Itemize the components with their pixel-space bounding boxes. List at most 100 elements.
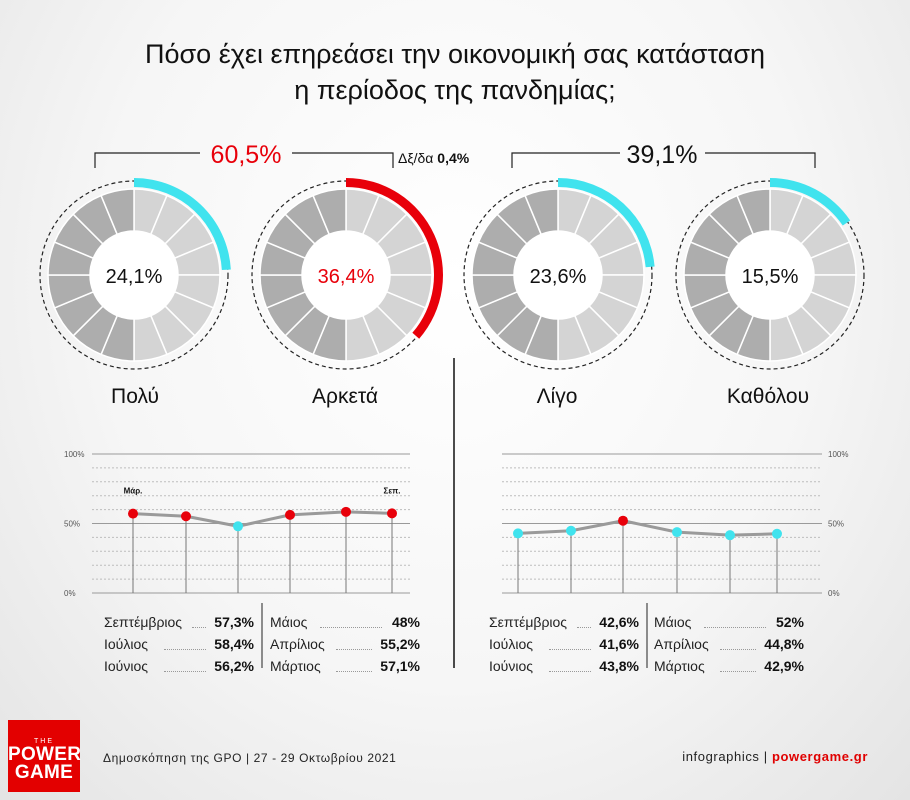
row-value: 57,1% <box>380 658 420 674</box>
row-leader <box>720 671 756 672</box>
donut-hole <box>726 231 814 319</box>
category-label-katholou: Καθόλου <box>726 385 810 408</box>
donut-hole <box>514 231 602 319</box>
row-label: Ιούνιος <box>489 658 533 674</box>
data-point <box>181 511 191 522</box>
data-point <box>566 525 576 536</box>
footer-credit-prefix: infographics | <box>682 749 772 764</box>
series-line <box>517 519 778 537</box>
annotation-first: Μάρ. <box>124 487 143 496</box>
page-title: Πόσο έχει επηρεάσει την οικονομική σας κ… <box>0 36 910 108</box>
row-label: Ιούλιος <box>104 636 148 652</box>
donut-hole <box>90 231 178 319</box>
logo-game: GAME <box>14 762 74 783</box>
row-value: 41,6% <box>599 636 639 652</box>
table-row: Ιούλιος 41,6% <box>489 634 639 654</box>
data-point <box>772 528 782 539</box>
donut-value-label: 36,4% <box>318 266 375 288</box>
donut-1: 24,1% <box>39 178 231 370</box>
series-line <box>132 510 393 528</box>
footer-site-link[interactable]: powergame.gr <box>771 749 868 764</box>
category-label-polu: Πολύ <box>111 385 159 408</box>
row-leader <box>549 649 591 650</box>
donut-3: 23,6% <box>463 178 655 370</box>
table-row: Ιούνιος 56,2% <box>104 656 254 676</box>
y-tick-label-left: 50% <box>64 520 80 529</box>
row-leader <box>320 627 382 628</box>
table-row: Απρίλιος 55,2% <box>270 634 420 654</box>
data-point <box>725 530 735 541</box>
row-label: Απρίλιος <box>270 636 325 652</box>
footer-credit: infographics | powergame.gr <box>682 749 868 764</box>
logo-power: POWER <box>8 744 82 765</box>
donut-value-label: 15,5% <box>742 266 799 288</box>
donut-value-arc <box>134 178 231 271</box>
group-positive-label: 60,5% <box>211 141 282 169</box>
donut-charts: 24,1% 36,4% 23,6% 15,5% <box>39 178 865 370</box>
y-tick-label-right: 100% <box>828 450 848 459</box>
table-row: Απρίλιος 44,8% <box>654 634 804 654</box>
group-negative-label: 39,1% <box>627 141 698 169</box>
row-label: Ιούλιος <box>489 636 533 652</box>
bracket-negative-right <box>705 152 816 168</box>
annotation-last: Σεπ. <box>384 486 401 495</box>
row-value: 58,4% <box>214 636 254 652</box>
table-row: Σεπτέμβριος 57,3% <box>104 612 254 632</box>
data-point <box>128 508 138 519</box>
trend-chart-1: Μάρ. Σεπ. <box>124 486 401 593</box>
row-leader <box>704 627 766 628</box>
title-line-1: Πόσο έχει επηρεάσει την οικονομική σας κ… <box>145 39 765 69</box>
row-value: 42,6% <box>599 614 639 630</box>
data-point <box>285 509 295 520</box>
trend-chart-2 <box>513 515 782 593</box>
table-row: Μάρτιος 42,9% <box>654 656 804 676</box>
donut-4: 15,5% <box>675 178 865 370</box>
chart-gridlines <box>92 453 822 594</box>
powergame-logo: THE POWER GAME <box>8 720 82 792</box>
data-point <box>513 528 523 539</box>
row-label: Σεπτέμβριος <box>489 614 568 630</box>
table-row: Μάιος 52% <box>654 612 804 632</box>
y-tick-label-left: 0% <box>64 589 76 598</box>
row-label: Μάιος <box>654 614 692 630</box>
footer-source: Δημοσκόπηση της GPO | 27 - 29 Οκτωβρίου … <box>103 751 397 765</box>
row-value: 48% <box>391 614 420 630</box>
data-point <box>341 506 351 517</box>
row-label: Ιούνιος <box>104 658 148 674</box>
table-row: Μάρτιος 57,1% <box>270 656 420 676</box>
dkna-text: Δξ/δα <box>398 150 434 166</box>
table-row: Ιούνιος 43,8% <box>489 656 639 676</box>
dkna-label: Δξ/δα 0,4% <box>398 150 469 166</box>
row-leader <box>720 649 756 650</box>
row-value: 43,8% <box>599 658 639 674</box>
donut-2: 36,4% <box>251 178 443 370</box>
category-label-ligo: Λίγο <box>536 385 578 408</box>
donut-value-arc <box>346 178 443 339</box>
row-leader <box>549 671 591 672</box>
category-label-arketa: Αρκετά <box>312 385 378 408</box>
row-label: Σεπτέμβριος <box>104 614 183 630</box>
table-row: Σεπτέμβριος 42,6% <box>489 612 639 632</box>
row-value: 56,2% <box>214 658 254 674</box>
y-tick-label-right: 50% <box>828 520 844 529</box>
row-label: Μάρτιος <box>654 658 705 674</box>
donut-value-label: 24,1% <box>106 266 163 288</box>
row-value: 42,9% <box>764 658 804 674</box>
row-leader <box>192 627 206 628</box>
logo-the: THE <box>34 738 54 745</box>
donut-value-label: 23,6% <box>530 266 587 288</box>
y-tick-label-right: 0% <box>828 589 840 598</box>
row-value: 57,3% <box>214 614 254 630</box>
donut-value-arc <box>558 178 655 268</box>
group-brackets: 60,5% 39,1% <box>94 141 816 169</box>
row-leader <box>164 649 206 650</box>
row-label: Απρίλιος <box>654 636 709 652</box>
donut-hole <box>302 231 390 319</box>
trend-charts: 0% 50% 100% 0% 50% 100% Μάρ. Σεπ. <box>64 450 848 668</box>
row-value: 55,2% <box>380 636 420 652</box>
data-point <box>672 527 682 538</box>
row-value: 44,8% <box>764 636 804 652</box>
title-line-2: η περίοδος της πανδημίας; <box>294 75 616 105</box>
row-label: Μάιος <box>270 614 308 630</box>
